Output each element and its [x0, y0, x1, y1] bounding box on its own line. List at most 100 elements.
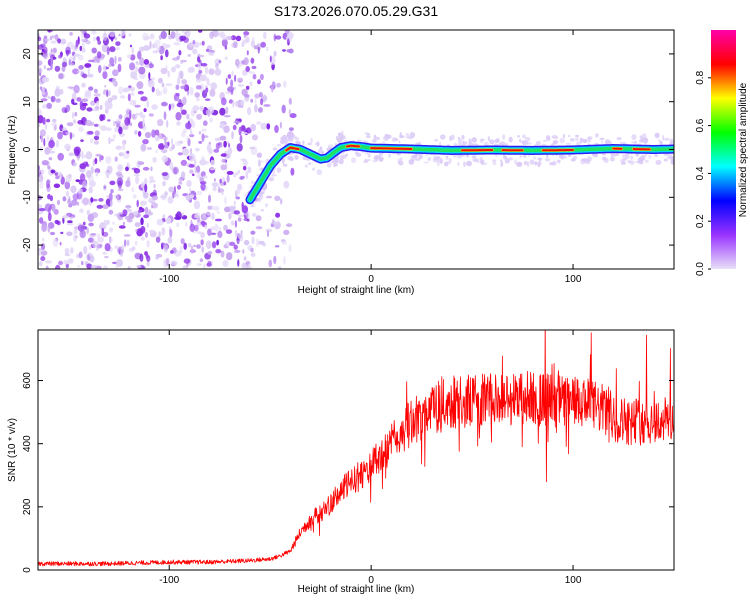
noise-speck — [175, 84, 180, 90]
noise-speck — [198, 140, 203, 144]
noise-speck — [106, 89, 109, 97]
noise-speck — [67, 258, 74, 264]
noise-speck — [91, 30, 97, 35]
noise-speck — [65, 174, 72, 183]
noise-speck — [242, 159, 248, 166]
noise-speck — [93, 135, 100, 141]
noise-speck — [263, 104, 271, 107]
noise-speck — [103, 219, 108, 227]
noise-speck — [288, 244, 292, 253]
noise-speck — [246, 36, 250, 43]
halo-speck — [514, 159, 518, 165]
noise-speck — [205, 87, 209, 93]
noise-speck — [115, 41, 121, 46]
halo-speck — [440, 134, 446, 140]
noise-speck — [94, 106, 100, 110]
noise-speck — [151, 86, 155, 93]
noise-speck — [176, 211, 182, 220]
noise-speck — [140, 236, 145, 241]
noise-speck — [181, 79, 188, 85]
noise-speck — [87, 67, 90, 75]
noise-speck — [252, 134, 258, 141]
noise-speck — [153, 183, 156, 189]
noise-speck — [140, 143, 147, 152]
noise-speck — [139, 57, 145, 66]
x-tick-label: -100 — [159, 274, 179, 285]
noise-speck — [196, 244, 201, 249]
noise-speck — [46, 67, 51, 71]
noise-speck — [112, 221, 115, 225]
noise-speck — [70, 247, 74, 254]
halo-speck — [587, 136, 593, 140]
noise-speck — [152, 195, 158, 201]
y-tick-label: 10 — [22, 96, 33, 108]
halo-speck — [655, 159, 662, 165]
noise-speck — [274, 195, 281, 201]
noise-speck — [38, 114, 44, 124]
noise-speck — [46, 134, 50, 143]
noise-speck — [163, 142, 166, 146]
noise-speck — [149, 229, 155, 233]
noise-speck — [242, 165, 247, 171]
halo-speck — [516, 162, 521, 166]
halo-speck — [283, 163, 288, 167]
noise-speck — [246, 218, 250, 222]
noise-speck — [55, 98, 61, 103]
noise-speck — [38, 217, 44, 224]
noise-speck — [209, 106, 215, 114]
noise-speck — [180, 159, 188, 166]
noise-speck — [210, 159, 215, 166]
noise-speck — [157, 119, 164, 127]
noise-speck — [228, 212, 232, 220]
halo-speck — [619, 141, 623, 145]
halo-speck — [522, 134, 526, 139]
noise-speck — [44, 122, 48, 130]
noise-speck — [173, 42, 181, 46]
noise-speck — [206, 77, 210, 85]
noise-speck — [234, 220, 237, 228]
noise-speck — [240, 230, 243, 235]
noise-speck — [246, 211, 251, 220]
noise-speck — [288, 127, 294, 131]
halo-speck — [405, 132, 410, 139]
noise-speck — [83, 245, 88, 255]
noise-speck — [130, 92, 135, 96]
noise-speck — [286, 38, 290, 46]
noise-speck — [125, 209, 133, 213]
noise-speck — [79, 208, 84, 213]
noise-speck — [71, 111, 75, 119]
noise-speck — [132, 194, 137, 199]
noise-speck — [235, 58, 240, 67]
halo-speck — [622, 154, 627, 158]
noise-speck — [51, 203, 56, 212]
noise-speck — [213, 178, 216, 182]
noise-speck — [92, 241, 99, 249]
noise-speck — [146, 240, 150, 248]
noise-speck — [126, 107, 130, 114]
halo-speck — [533, 156, 536, 160]
noise-speck — [225, 106, 229, 115]
noise-speck — [39, 180, 44, 189]
y-tick-label: -10 — [22, 190, 33, 205]
noise-speck — [201, 246, 205, 253]
halo-speck — [373, 134, 377, 140]
noise-speck — [178, 181, 183, 185]
halo-speck — [427, 157, 432, 161]
noise-speck — [71, 98, 75, 105]
noise-speck — [138, 209, 143, 213]
noise-speck — [88, 244, 92, 250]
noise-speck — [181, 30, 186, 34]
noise-speck — [237, 214, 244, 218]
halo-speck — [504, 158, 510, 164]
spectrogram-y-label: Frequency (Hz) — [7, 116, 18, 185]
noise-speck — [190, 120, 196, 129]
halo-speck — [492, 159, 497, 163]
noise-speck — [246, 50, 249, 56]
noise-speck — [186, 135, 189, 142]
noise-speck — [78, 126, 84, 133]
halo-speck — [307, 142, 312, 146]
halo-speck — [302, 156, 309, 161]
noise-speck — [48, 139, 55, 149]
spectrogram-x-ticks: -100 0 100 — [159, 30, 582, 285]
noise-speck — [169, 161, 174, 171]
